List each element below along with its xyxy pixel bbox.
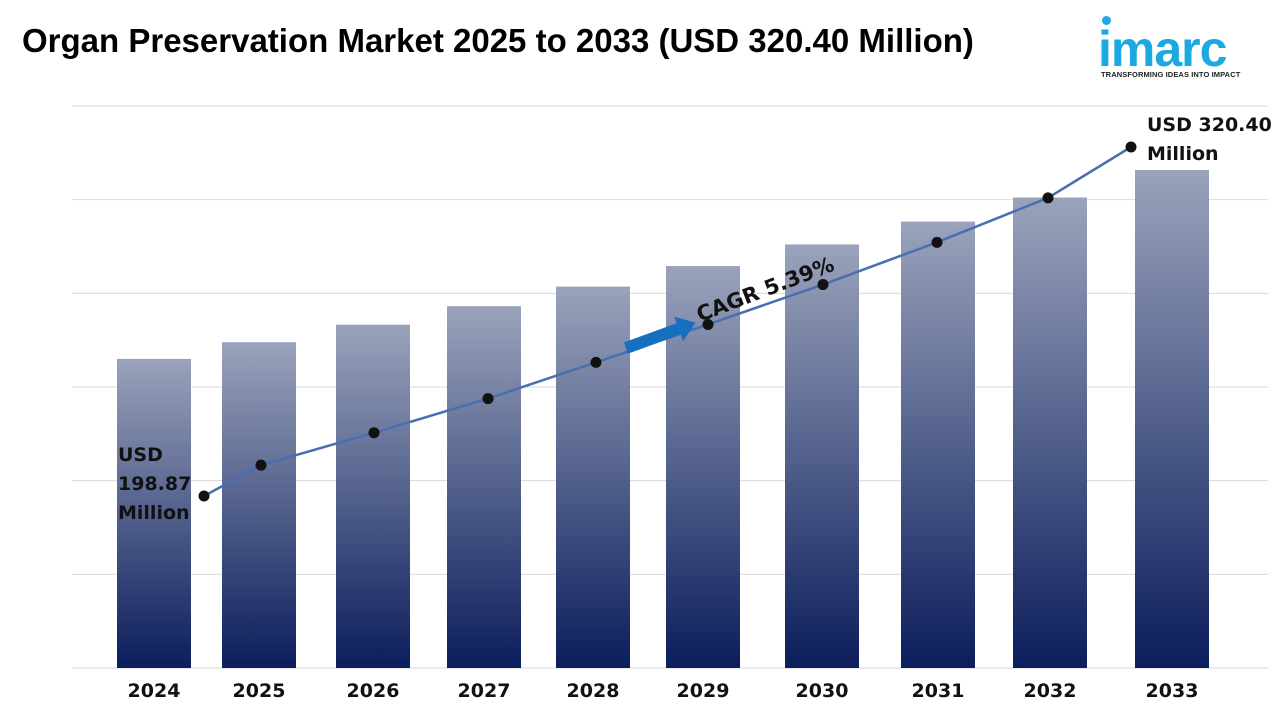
end-value-label: USD 320.40 Million xyxy=(1147,111,1272,169)
bar-2032 xyxy=(1013,197,1087,668)
logo-dot-icon xyxy=(1102,16,1111,25)
trend-point-2031 xyxy=(931,236,943,248)
end-label-line2: Million xyxy=(1147,143,1219,165)
bar-2033 xyxy=(1135,170,1209,668)
x-tick-label: 2027 xyxy=(458,680,511,702)
bar-2028 xyxy=(556,286,630,668)
x-tick-label: 2028 xyxy=(567,680,620,702)
x-tick-label: 2031 xyxy=(912,680,965,702)
trend-point-2028 xyxy=(590,356,602,368)
trend-point-2026 xyxy=(368,427,380,439)
bar-2024 xyxy=(117,358,191,668)
trend-point-2032 xyxy=(1042,192,1054,204)
x-tick-label: 2029 xyxy=(677,680,730,702)
cagr-arrow-icon xyxy=(623,316,696,354)
bar-2027 xyxy=(447,306,521,668)
end-label-line1: USD 320.40 xyxy=(1147,114,1272,136)
trend-point-2029 xyxy=(702,318,714,330)
trend-point-2024 xyxy=(198,490,210,502)
imarc-logo: imarc TRANSFORMING IDEAS INTO IMPACT xyxy=(1098,14,1258,84)
trend-point-2030 xyxy=(817,279,829,291)
trend-point-2027 xyxy=(482,393,494,405)
bar-2030 xyxy=(785,244,859,669)
trend-point-2025 xyxy=(255,459,267,471)
x-tick-label: 2030 xyxy=(796,680,849,702)
trend-points xyxy=(198,141,1137,502)
bars xyxy=(117,170,1209,669)
logo-wordmark: imarc xyxy=(1098,21,1227,77)
x-tick-label: 2024 xyxy=(128,680,181,702)
x-tick-label: 2025 xyxy=(233,680,286,702)
x-tick-label: 2033 xyxy=(1146,680,1199,702)
bar-2031 xyxy=(901,221,975,668)
x-axis-labels: 2024 2025 2026 2027 2028 2029 2030 2031 2032 2033 xyxy=(128,680,1199,702)
start-label-line3: Million xyxy=(118,502,190,524)
x-tick-label: 2032 xyxy=(1024,680,1077,702)
start-label-line1: USD xyxy=(118,444,163,466)
x-tick-label: 2026 xyxy=(347,680,400,702)
bar-2026 xyxy=(336,324,410,668)
start-label-line2: 198.87 xyxy=(118,473,192,495)
page-title: Organ Preservation Market 2025 to 2033 (… xyxy=(22,22,974,59)
start-value-label: USD 198.87 Million xyxy=(118,441,191,528)
trend-point-2033 xyxy=(1125,141,1137,153)
bar-2025 xyxy=(222,342,296,668)
logo-tagline: TRANSFORMING IDEAS INTO IMPACT xyxy=(1101,70,1241,79)
